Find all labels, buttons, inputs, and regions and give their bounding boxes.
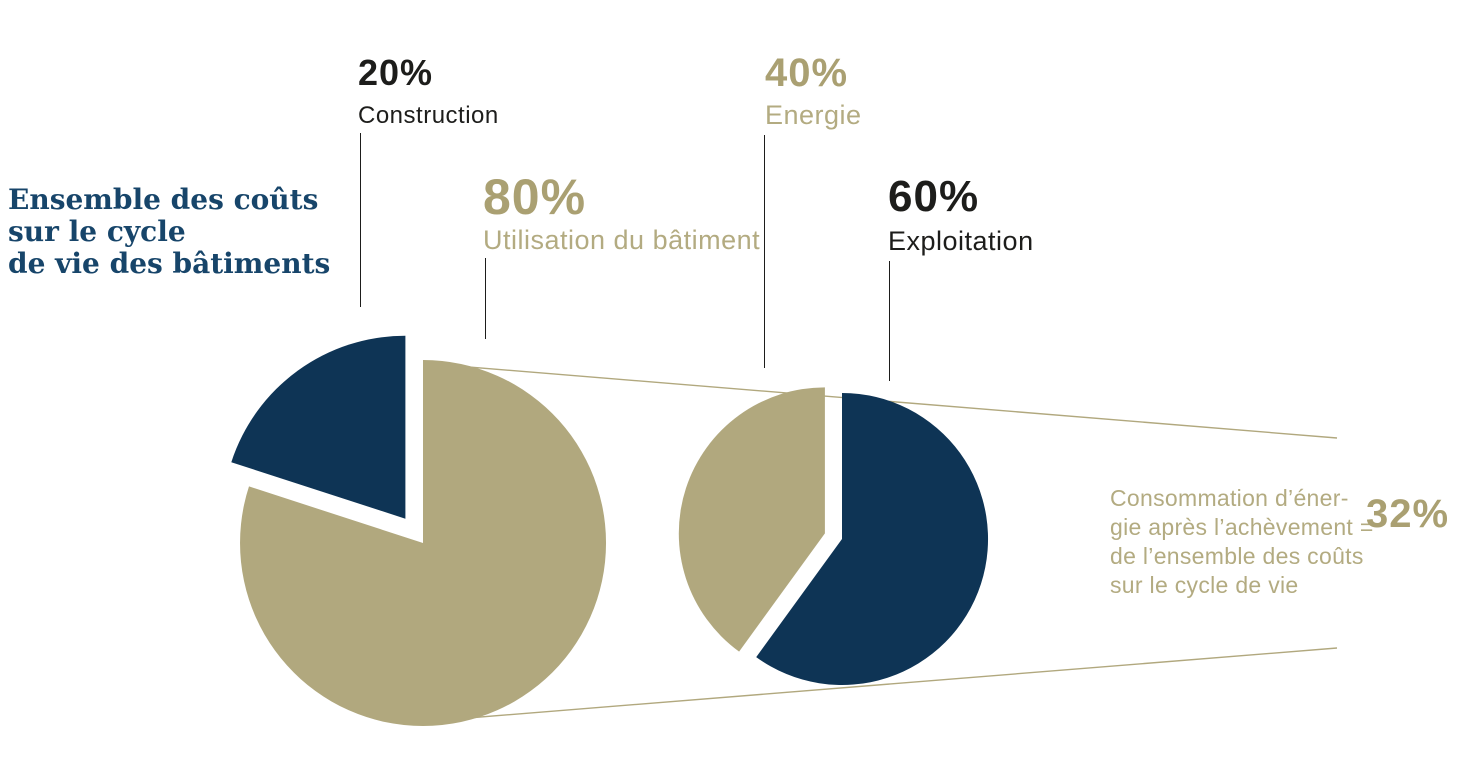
leader-lines xyxy=(360,133,890,381)
exploitation-label: Exploitation xyxy=(888,226,1034,256)
pie-slice-utilisation xyxy=(240,360,607,726)
pie-life-cycle-costs xyxy=(231,335,607,726)
pie-slice-exploitation xyxy=(756,393,989,686)
energie-value: 40% xyxy=(765,51,849,95)
projection-line-bottom xyxy=(467,647,1338,719)
utilisation-label: Utilisation du bâtiment xyxy=(483,225,761,255)
callout-energie: 40% Energie xyxy=(765,53,862,131)
utilisation-value: 80% xyxy=(483,169,587,225)
energy-consumption-value: 32% xyxy=(1366,492,1450,536)
construction-value: 20% xyxy=(358,52,434,93)
pie-building-use xyxy=(678,387,989,686)
pie-slice-construction xyxy=(231,335,406,519)
callout-exploitation: 60% Exploitation xyxy=(888,175,1034,257)
construction-label: Construction xyxy=(358,102,499,129)
pie-slice-energie xyxy=(678,387,825,652)
energie-label: Energie xyxy=(765,100,862,130)
energy-consumption-annotation: Consommation d’éner- gie après l’achèvem… xyxy=(1110,485,1374,598)
callout-utilisation: 80% Utilisation du bâtiment xyxy=(483,172,760,256)
page-title: Ensemble des coûts sur le cycle de vie d… xyxy=(8,183,331,280)
callout-construction: 20% Construction xyxy=(358,55,499,129)
exploitation-value: 60% xyxy=(888,172,980,221)
